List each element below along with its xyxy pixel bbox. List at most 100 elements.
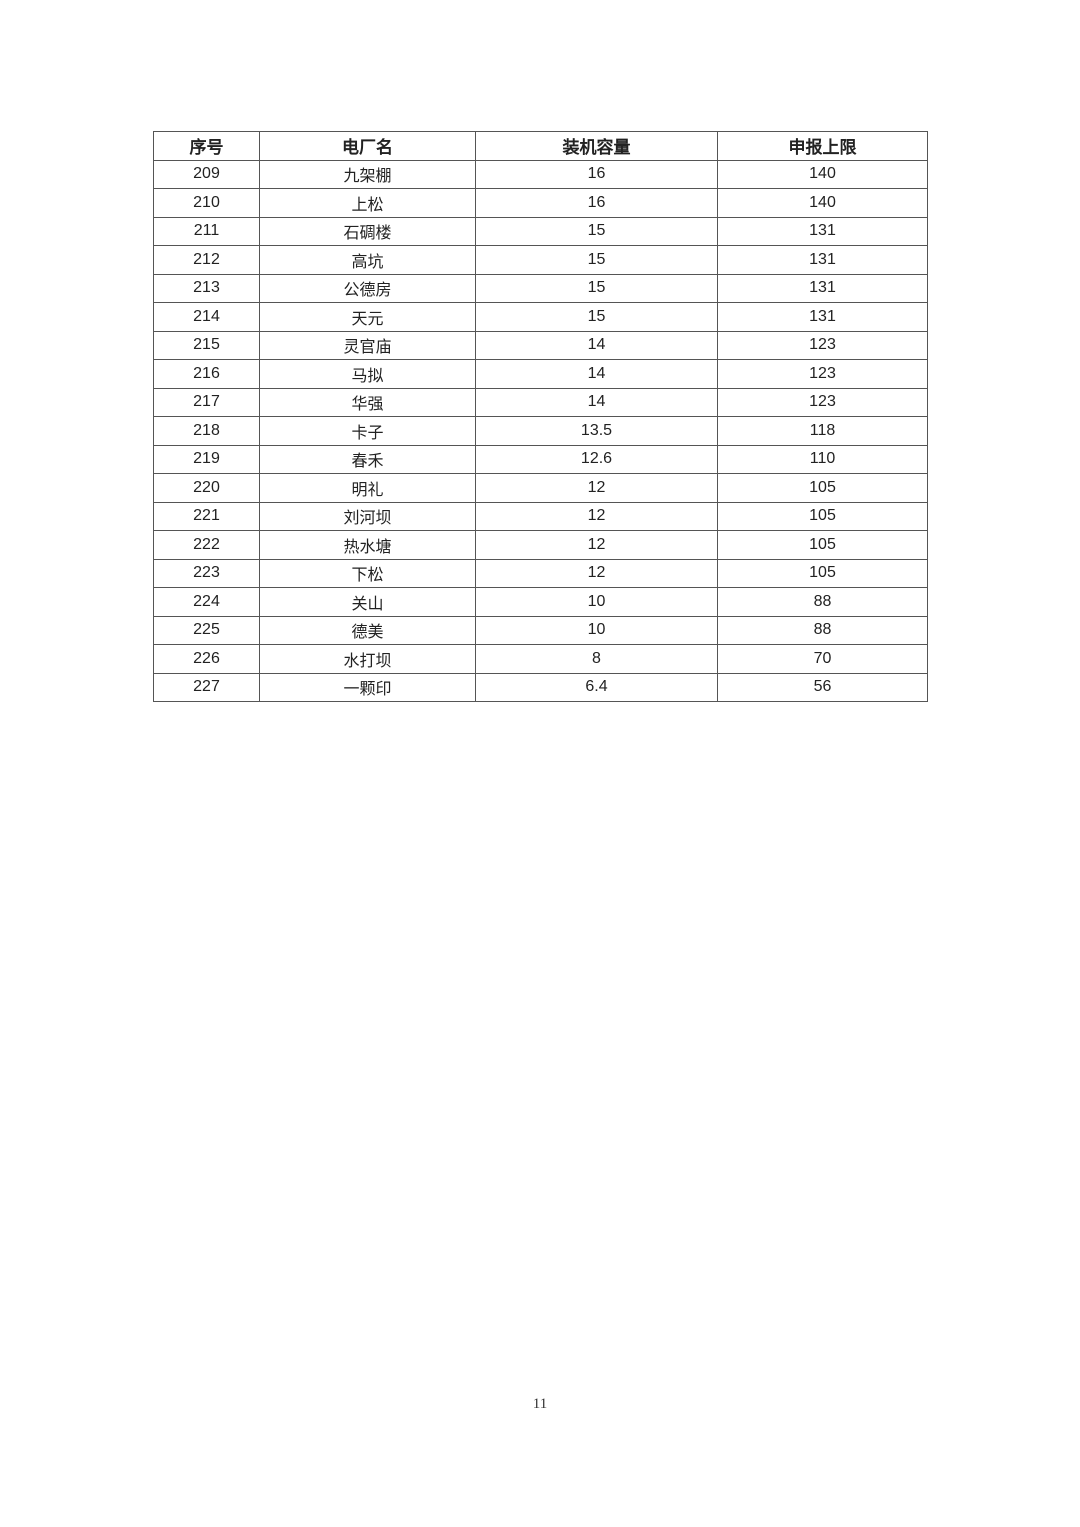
cell-declared-limit: 123 xyxy=(717,387,928,417)
table-row: 227 一颗印 6.4 56 xyxy=(153,672,928,702)
cell-serial-number: 217 xyxy=(153,387,260,417)
cell-installed-capacity: 12 xyxy=(475,530,718,560)
cell-plant-name: 一颗印 xyxy=(259,672,476,702)
cell-installed-capacity: 15 xyxy=(475,216,718,246)
cell-plant-name: 水打坝 xyxy=(259,644,476,674)
header-serial-number: 序号 xyxy=(153,131,260,161)
table-row: 217 华强 14 123 xyxy=(153,387,928,417)
cell-serial-number: 213 xyxy=(153,273,260,303)
cell-serial-number: 210 xyxy=(153,188,260,218)
header-declared-limit: 申报上限 xyxy=(717,131,928,161)
cell-plant-name: 刘河坝 xyxy=(259,501,476,531)
cell-installed-capacity: 13.5 xyxy=(475,416,718,446)
table-row: 210 上松 16 140 xyxy=(153,188,928,218)
cell-installed-capacity: 15 xyxy=(475,302,718,332)
cell-declared-limit: 88 xyxy=(717,615,928,645)
table-row: 213 公德房 15 131 xyxy=(153,273,928,303)
cell-serial-number: 209 xyxy=(153,159,260,189)
cell-declared-limit: 123 xyxy=(717,359,928,389)
cell-serial-number: 219 xyxy=(153,444,260,474)
cell-plant-name: 明礼 xyxy=(259,473,476,503)
cell-plant-name: 灵官庙 xyxy=(259,330,476,360)
cell-declared-limit: 131 xyxy=(717,245,928,275)
cell-plant-name: 下松 xyxy=(259,558,476,588)
cell-serial-number: 212 xyxy=(153,245,260,275)
cell-plant-name: 关山 xyxy=(259,587,476,617)
cell-declared-limit: 56 xyxy=(717,672,928,702)
cell-plant-name: 天元 xyxy=(259,302,476,332)
cell-serial-number: 227 xyxy=(153,672,260,702)
cell-installed-capacity: 12 xyxy=(475,501,718,531)
cell-declared-limit: 70 xyxy=(717,644,928,674)
cell-declared-limit: 118 xyxy=(717,416,928,446)
table-row: 223 下松 12 105 xyxy=(153,558,928,588)
cell-serial-number: 222 xyxy=(153,530,260,560)
cell-installed-capacity: 10 xyxy=(475,615,718,645)
table-row: 221 刘河坝 12 105 xyxy=(153,501,928,531)
header-plant-name: 电厂名 xyxy=(259,131,476,161)
cell-declared-limit: 123 xyxy=(717,330,928,360)
table-body: 209 九架棚 16 140 210 上松 16 140 211 石碉楼 15 131 212 高坑 15 1… xyxy=(153,159,928,702)
table-row: 218 卡子 13.5 118 xyxy=(153,416,928,446)
cell-installed-capacity: 14 xyxy=(475,387,718,417)
table-row: 222 热水塘 12 105 xyxy=(153,530,928,560)
cell-installed-capacity: 12.6 xyxy=(475,444,718,474)
cell-plant-name: 卡子 xyxy=(259,416,476,446)
cell-plant-name: 马拟 xyxy=(259,359,476,389)
cell-installed-capacity: 10 xyxy=(475,587,718,617)
cell-declared-limit: 105 xyxy=(717,501,928,531)
table-row: 214 天元 15 131 xyxy=(153,302,928,332)
cell-installed-capacity: 16 xyxy=(475,188,718,218)
page-number: 11 xyxy=(532,1396,548,1412)
cell-plant-name: 公德房 xyxy=(259,273,476,303)
cell-serial-number: 211 xyxy=(153,216,260,246)
cell-declared-limit: 140 xyxy=(717,188,928,218)
cell-plant-name: 上松 xyxy=(259,188,476,218)
cell-declared-limit: 105 xyxy=(717,558,928,588)
cell-serial-number: 226 xyxy=(153,644,260,674)
cell-plant-name: 热水塘 xyxy=(259,530,476,560)
table-row: 212 高坑 15 131 xyxy=(153,245,928,275)
cell-installed-capacity: 14 xyxy=(475,330,718,360)
cell-plant-name: 高坑 xyxy=(259,245,476,275)
cell-declared-limit: 131 xyxy=(717,216,928,246)
table-header-row: 序号 电厂名 装机容量 申报上限 xyxy=(153,131,928,161)
cell-serial-number: 215 xyxy=(153,330,260,360)
cell-installed-capacity: 12 xyxy=(475,558,718,588)
cell-declared-limit: 140 xyxy=(717,159,928,189)
cell-declared-limit: 88 xyxy=(717,587,928,617)
cell-plant-name: 石碉楼 xyxy=(259,216,476,246)
cell-installed-capacity: 6.4 xyxy=(475,672,718,702)
table-row: 215 灵官庙 14 123 xyxy=(153,330,928,360)
table-row: 209 九架棚 16 140 xyxy=(153,159,928,189)
cell-installed-capacity: 14 xyxy=(475,359,718,389)
table-row: 220 明礼 12 105 xyxy=(153,473,928,503)
header-installed-capacity: 装机容量 xyxy=(475,131,718,161)
cell-declared-limit: 105 xyxy=(717,530,928,560)
cell-serial-number: 216 xyxy=(153,359,260,389)
cell-plant-name: 华强 xyxy=(259,387,476,417)
table-row: 211 石碉楼 15 131 xyxy=(153,216,928,246)
cell-serial-number: 218 xyxy=(153,416,260,446)
cell-installed-capacity: 12 xyxy=(475,473,718,503)
power-plant-table: 序号 电厂名 装机容量 申报上限 209 九架棚 16 140 210 上松 16 140 21… xyxy=(153,131,928,702)
cell-installed-capacity: 15 xyxy=(475,245,718,275)
cell-serial-number: 223 xyxy=(153,558,260,588)
cell-serial-number: 221 xyxy=(153,501,260,531)
table-row: 224 关山 10 88 xyxy=(153,587,928,617)
cell-plant-name: 德美 xyxy=(259,615,476,645)
table-row: 219 春禾 12.6 110 xyxy=(153,444,928,474)
table-row: 225 德美 10 88 xyxy=(153,615,928,645)
cell-installed-capacity: 16 xyxy=(475,159,718,189)
cell-declared-limit: 131 xyxy=(717,273,928,303)
cell-declared-limit: 110 xyxy=(717,444,928,474)
cell-serial-number: 220 xyxy=(153,473,260,503)
cell-serial-number: 214 xyxy=(153,302,260,332)
table-row: 216 马拟 14 123 xyxy=(153,359,928,389)
table-row: 226 水打坝 8 70 xyxy=(153,644,928,674)
cell-plant-name: 九架棚 xyxy=(259,159,476,189)
cell-declared-limit: 131 xyxy=(717,302,928,332)
cell-installed-capacity: 8 xyxy=(475,644,718,674)
cell-declared-limit: 105 xyxy=(717,473,928,503)
cell-installed-capacity: 15 xyxy=(475,273,718,303)
